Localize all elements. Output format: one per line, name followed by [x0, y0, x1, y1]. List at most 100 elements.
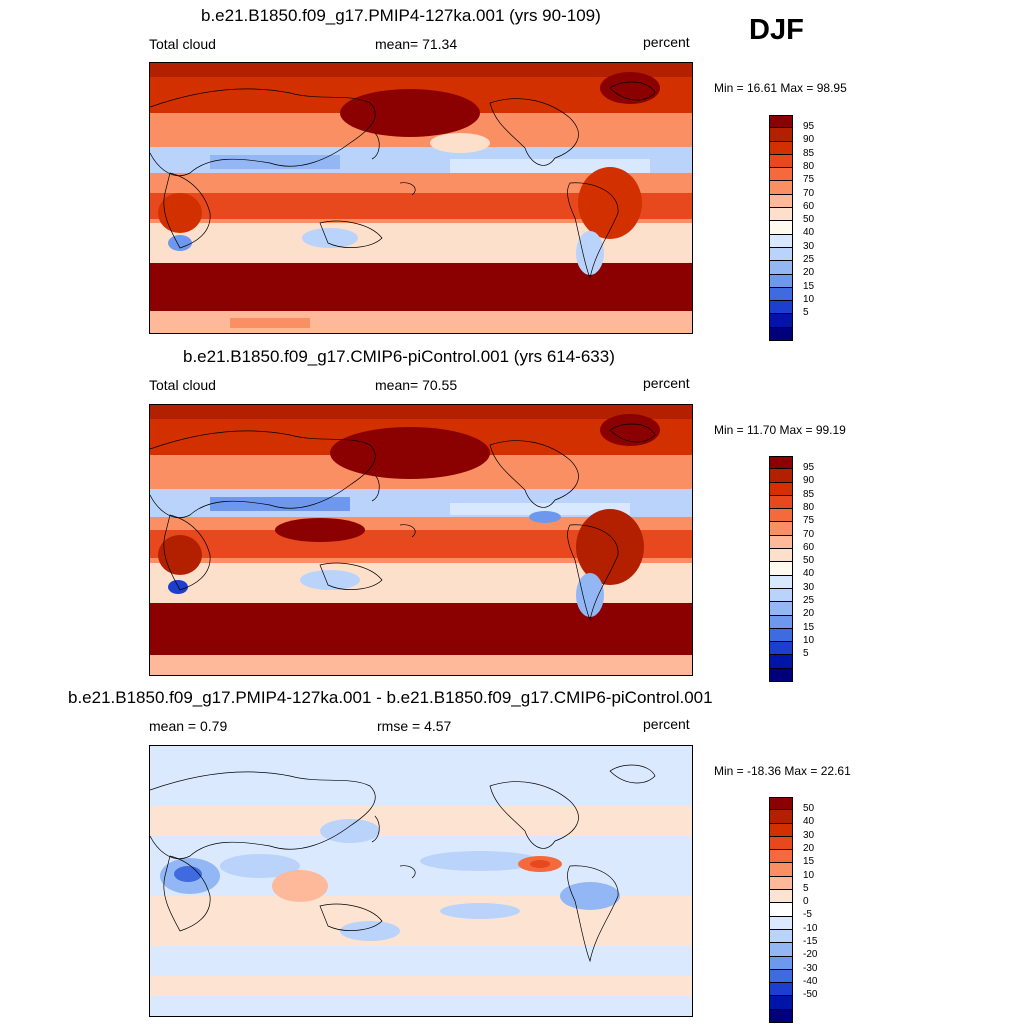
colorbar-swatch [769, 903, 793, 917]
colorbar-swatch [769, 588, 793, 603]
colorbar-tick-label: -10 [803, 922, 818, 934]
colorbar-swatch [769, 221, 793, 235]
panel-3-colorbar [769, 797, 793, 1024]
panel-1-colorbar [769, 115, 793, 342]
panel-1-title: b.e21.B1850.f09_g17.PMIP4-127ka.001 (yrs… [201, 6, 601, 25]
colorbar-tick-label: 80 [803, 160, 815, 172]
colorbar-swatch [769, 128, 793, 142]
colorbar-tick-label: 40 [803, 816, 815, 828]
colorbar-tick-label: 15 [803, 280, 815, 292]
colorbar-swatch [769, 469, 793, 483]
colorbar-tick-label: 20 [803, 842, 815, 854]
panel-2-units-label: percent [643, 375, 690, 391]
colorbar-tick-label: 50 [803, 555, 815, 567]
colorbar-swatch [769, 642, 793, 656]
colorbar-tick-label: 90 [803, 134, 815, 146]
panel-2-variable-label: Total cloud [149, 377, 216, 393]
panel-3-mean-label: mean = 0.79 [149, 718, 228, 734]
colorbar-swatch [769, 863, 793, 877]
panel-2-map [149, 404, 693, 676]
colorbar-tick-label: 10 [803, 293, 815, 305]
colorbar-tick-label: 80 [803, 501, 815, 513]
colorbar-swatch [769, 482, 793, 496]
colorbar-swatch [769, 943, 793, 957]
colorbar-tick-label: 25 [803, 254, 815, 265]
season-label: DJF [749, 14, 804, 46]
panel-1-units-label: percent [643, 34, 690, 50]
colorbar-swatch [769, 208, 793, 222]
colorbar-tick-label: -50 [803, 989, 818, 1001]
colorbar-swatch [769, 810, 793, 824]
colorbar-tick-label: 15 [803, 856, 815, 868]
colorbar-swatch [769, 655, 793, 669]
colorbar-tick-label: 95 [803, 462, 815, 473]
colorbar-tick-label: 15 [803, 621, 815, 633]
colorbar-swatch [769, 314, 793, 328]
panel-3-minmax: Min = -18.36 Max = 22.61 [714, 764, 851, 778]
colorbar-swatch [769, 456, 793, 470]
colorbar-swatch [769, 668, 793, 683]
colorbar-tick-label: 0 [803, 896, 809, 908]
colorbar-tick-label: 5 [803, 882, 809, 894]
panel-2-title: b.e21.B1850.f09_g17.CMIP6-piControl.001 … [183, 347, 615, 366]
panel-1-map [149, 62, 693, 334]
colorbar-swatch [769, 602, 793, 616]
colorbar-swatch [769, 956, 793, 970]
colorbar-tick-label: 50 [803, 803, 815, 814]
colorbar-swatch [769, 890, 793, 904]
colorbar-swatch [769, 916, 793, 930]
colorbar-swatch [769, 562, 793, 576]
colorbar-tick-label: 30 [803, 829, 815, 841]
colorbar-tick-label: 20 [803, 608, 815, 620]
colorbar-swatch [769, 1009, 793, 1024]
colorbar-tick-label: -30 [803, 962, 818, 974]
colorbar-tick-label: -15 [803, 936, 818, 947]
colorbar-swatch [769, 797, 793, 811]
colorbar-swatch [769, 615, 793, 629]
colorbar-swatch [769, 327, 793, 342]
colorbar-swatch [769, 929, 793, 944]
panel-2-colorbar [769, 456, 793, 683]
colorbar-tick-label: 40 [803, 568, 815, 580]
colorbar-swatch [769, 234, 793, 248]
colorbar-tick-label: -40 [803, 975, 818, 987]
colorbar-tick-label: 70 [803, 187, 815, 199]
colorbar-swatch [769, 495, 793, 510]
colorbar-tick-label: 85 [803, 147, 815, 159]
colorbar-tick-label: 25 [803, 595, 815, 606]
cloud-field-map-2 [150, 405, 692, 675]
panel-2-mean-label: mean= 70.55 [375, 377, 458, 393]
colorbar-tick-label: 40 [803, 227, 815, 239]
colorbar-swatch [769, 509, 793, 523]
panel-1-variable-label: Total cloud [149, 36, 216, 52]
colorbar-swatch [769, 850, 793, 864]
colorbar-swatch [769, 969, 793, 984]
colorbar-swatch [769, 996, 793, 1010]
colorbar-tick-label: 5 [803, 307, 809, 319]
colorbar-tick-label: 50 [803, 214, 815, 226]
colorbar-tick-label: 90 [803, 475, 815, 487]
colorbar-tick-label: 5 [803, 648, 809, 660]
colorbar-tick-label: 60 [803, 541, 815, 553]
colorbar-swatch [769, 836, 793, 851]
colorbar-swatch [769, 115, 793, 129]
panel-2-minmax: Min = 11.70 Max = 99.19 [714, 423, 846, 437]
colorbar-swatch [769, 575, 793, 589]
colorbar-swatch [769, 628, 793, 643]
colorbar-tick-label: 10 [803, 869, 815, 881]
colorbar-tick-label: -5 [803, 909, 812, 921]
colorbar-tick-label: 60 [803, 200, 815, 212]
colorbar-swatch [769, 549, 793, 563]
colorbar-swatch [769, 154, 793, 169]
colorbar-swatch [769, 194, 793, 209]
panel-3-rmse-label: rmse = 4.57 [377, 718, 452, 734]
colorbar-swatch [769, 983, 793, 997]
cloud-field-map-1 [150, 63, 692, 333]
colorbar-tick-label: 95 [803, 121, 815, 132]
colorbar-swatch [769, 168, 793, 182]
colorbar-tick-label: 30 [803, 581, 815, 593]
colorbar-swatch [769, 274, 793, 288]
colorbar-swatch [769, 287, 793, 302]
colorbar-swatch [769, 301, 793, 315]
difference-field-map [150, 746, 692, 1016]
